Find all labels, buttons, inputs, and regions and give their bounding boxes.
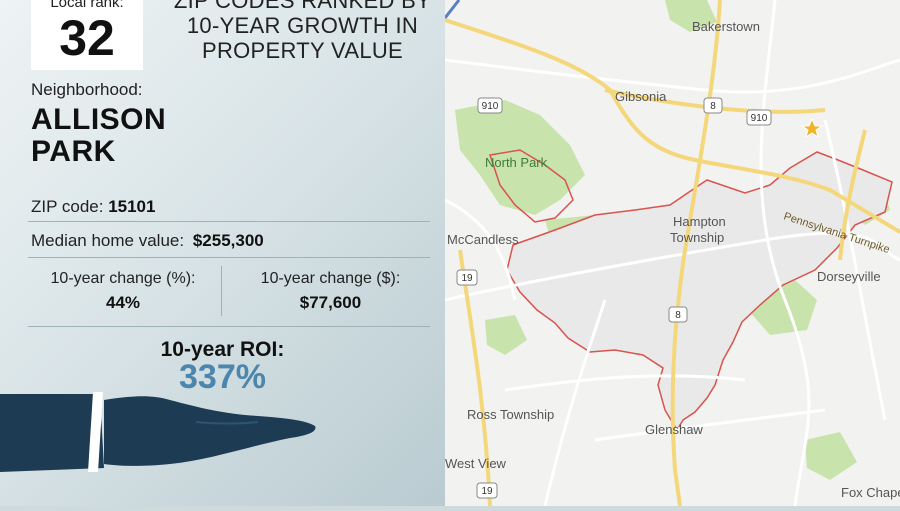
headline-line: PROPERTY VALUE (201, 38, 404, 63)
label-township: Township (670, 230, 724, 245)
divider (28, 221, 430, 222)
map-canvas[interactable]: 910 910 8 8 19 19 Bakerstown Gibsonia No… (443, 0, 900, 507)
route-shield-icon (703, 97, 723, 114)
route-19-label: 19 (481, 486, 493, 497)
north-park-boundary (489, 149, 574, 223)
label-gibsonia: Gibsonia (615, 89, 667, 104)
route-shield-icon (456, 269, 478, 286)
neighborhood-name-line: ALLISON (31, 103, 167, 136)
map[interactable]: 910 910 8 8 19 19 Bakerstown Gibsonia No… (443, 0, 900, 507)
column-divider (221, 266, 222, 316)
label-north-park: North Park (485, 155, 548, 170)
route-19-label: 19 (461, 273, 473, 284)
divider (28, 257, 430, 258)
label-ross-township: Ross Township (467, 407, 554, 422)
median-label: Median home value: (31, 231, 185, 250)
label-mccandless: McCandless (447, 232, 519, 247)
neighborhood-name-line: PARK (31, 135, 116, 168)
label-fox-chapel: Fox Chapel (841, 485, 900, 500)
headline: ZIP CODES RANKED BY 10-YEAR GROWTH IN PR… (160, 0, 445, 63)
neighborhood-label: Neighborhood: (31, 80, 143, 99)
zip-row: ZIP code: 15101 (31, 197, 155, 217)
zip-label: ZIP code: (31, 197, 104, 216)
roi-label: 10-year ROI: (160, 338, 285, 361)
route-910-label: 910 (751, 113, 768, 124)
change-usd: 10-year change ($): $77,600 (228, 270, 433, 313)
rank-label: Local rank: (50, 0, 124, 11)
info-panel: Local rank: 32 ZIP CODES RANKED BY 10-YE… (0, 0, 445, 506)
route-8-label: 8 (675, 310, 681, 321)
median-row: Median home value: $255,300 (31, 231, 264, 251)
label-west-view: West View (445, 456, 507, 471)
median-value: $255,300 (192, 231, 264, 250)
change-pct-label: 10-year change (%): (50, 270, 196, 287)
rank-value: 32 (59, 10, 115, 66)
route-910-label: 910 (482, 101, 499, 112)
open-hand-icon (0, 392, 316, 472)
route-shields: 910 910 8 8 19 19 (456, 97, 772, 499)
route-shield-icon (746, 109, 772, 126)
route-shield-icon (477, 97, 503, 114)
label-hampton: Hampton (673, 214, 726, 229)
local-roads (444, 0, 900, 507)
headline-line: ZIP CODES RANKED BY (173, 0, 432, 13)
label-bakerstown: Bakerstown (692, 19, 760, 34)
change-usd-label: 10-year change ($): (260, 270, 401, 287)
zip-boundary (506, 151, 893, 432)
interstate-road (443, 0, 461, 19)
headline-line: 10-YEAR GROWTH IN (186, 13, 419, 38)
label-dorseyville: Dorseyville (817, 269, 881, 284)
zip-value: 15101 (108, 197, 156, 216)
route-8-label: 8 (710, 101, 716, 112)
divider (28, 326, 430, 327)
route-shield-icon (476, 482, 498, 499)
change-usd-value: $77,600 (299, 293, 362, 312)
label-glenshaw: Glenshaw (645, 422, 703, 437)
route-shield-icon (668, 306, 688, 323)
rank-box: Local rank: 32 (31, 0, 143, 70)
neighborhood-name: ALLISON PARK (31, 104, 166, 168)
change-pct: 10-year change (%): 44% (28, 270, 218, 313)
change-pct-value: 44% (105, 293, 141, 312)
star-marker-icon[interactable] (800, 117, 824, 139)
roi-value: 337% (179, 358, 266, 396)
